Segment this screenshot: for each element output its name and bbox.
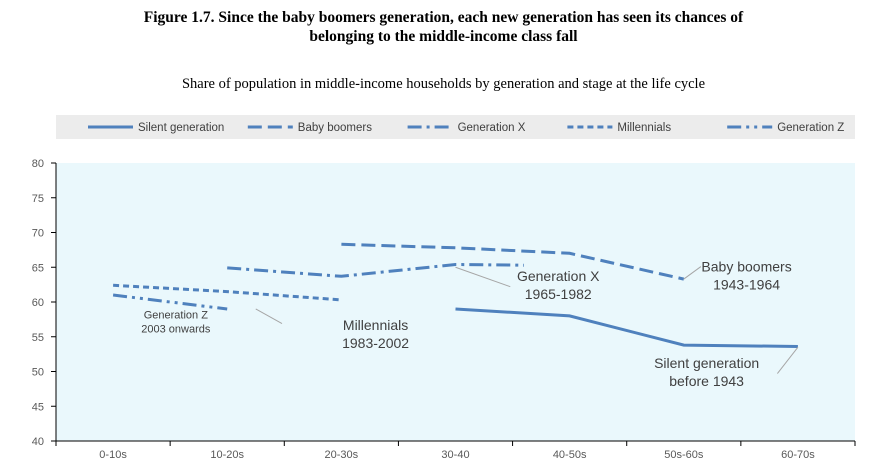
annotation-baby-boomers: Baby boomers 1943-1964 [701,258,791,292]
annotation-line: 1965-1982 [525,286,592,302]
y-tick-label: 75 [32,193,44,205]
plot-background [56,163,855,441]
series-line-millennials [113,283,342,302]
annotation-line: before 1943 [669,373,744,389]
annotation-line: 1943-1964 [713,276,780,292]
x-tick-label: 10-20s [210,449,244,461]
y-tick-label: 55 [32,332,44,344]
annotation-line: Baby boomers [701,258,791,274]
plot-area: 40 45 50 55 60 65 70 75 80 0-10s 10-20s 20-30s 30-40… [32,158,856,461]
series-line-generation-z [112,293,228,311]
annotation-leader [455,266,511,288]
x-tick-label: 0-10s [99,449,127,461]
legend-label-silent-generation: Silent generation [138,122,224,134]
annotation-line: 1983-2002 [342,335,409,351]
annotation-line: Generation X [517,268,600,284]
annotation-generation-z: Generation Z 2003 onwards [141,310,211,336]
y-tick-label: 45 [32,401,44,413]
annotation-leader [255,308,283,324]
y-tick-label: 50 [32,367,44,379]
y-tick-label: 60 [32,297,44,309]
y-tick-label: 80 [32,158,44,170]
chart-title: Figure 1.7. Since the baby boomers gener… [0,8,887,46]
annotation-millennials: Millennials 1983-2002 [342,317,409,351]
legend-background [56,115,855,139]
y-tick-label: 40 [32,436,44,448]
x-tick-label: 30-40 [441,449,469,461]
legend-label-baby-boomers: Baby boomers [298,122,372,134]
x-tick-label: 20-30s [325,449,359,461]
annotation-line: Generation Z [144,310,208,322]
legend: Silent generation Baby boomers Generation … [56,115,855,139]
y-tick-label: 65 [32,262,44,274]
x-tick-label: 60-70s [781,449,815,461]
series-line-generation-x [227,262,525,278]
annotation-line: Silent generation [654,355,759,371]
legend-label-generation-z: Generation Z [777,122,844,134]
annotation-line: 2003 onwards [141,324,211,336]
y-tick-label: 70 [32,228,44,240]
annotation-silent-generation: Silent generation before 1943 [654,355,759,389]
annotation-line: Millennials [343,317,408,333]
series-line-baby-boomers [341,242,685,281]
series-line-silent-generation [455,307,798,348]
annotation-leader [683,266,702,280]
x-tick-label: 40-50s [553,449,587,461]
annotation-generation-x: Generation X 1965-1982 [517,268,600,302]
x-tick-label: 50s-60s [664,449,704,461]
chart-subtitle: Share of population in middle-income hou… [181,76,706,92]
legend-label-millennials: Millennials [617,122,671,134]
chart-title-line-1: Figure 1.7. Since the baby boomers gener… [143,9,744,26]
annotation-leader [776,346,799,374]
chart-title-line-2: belonging to the middle-income class fal… [309,28,578,45]
legend-label-generation-x: Generation X [458,122,526,134]
